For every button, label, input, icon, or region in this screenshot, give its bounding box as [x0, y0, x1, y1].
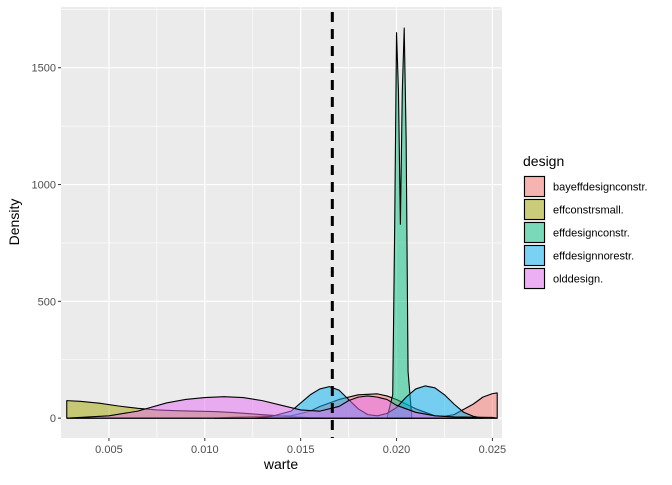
minor-grid: [61, 7, 502, 438]
legend-label: effdesignconstr.: [553, 228, 630, 240]
x-tick-label: 0.015: [287, 444, 315, 456]
legend: design bayeffdesignconstr. effconstrsmall…: [523, 153, 648, 290]
density-area-2: [386, 27, 413, 419]
y-axis-ticks: 0 500 1000 1500: [32, 63, 61, 425]
x-axis-ticks: 0.005 0.010 0.015 0.020 0.025: [95, 438, 506, 456]
legend-swatch: [523, 198, 546, 221]
y-tick-label: 0: [50, 413, 56, 425]
legend-swatch: [523, 244, 546, 267]
legend-label: olddesign.: [553, 274, 603, 286]
x-tick-label: 0.025: [479, 444, 507, 456]
y-tick-label: 1500: [32, 63, 56, 75]
x-tick-label: 0.010: [191, 444, 219, 456]
y-axis-title: Density: [6, 199, 22, 246]
y-tick-label: 500: [38, 296, 56, 308]
legend-swatch: [523, 175, 546, 198]
x-axis-title: warte: [263, 456, 298, 472]
density-area-4: [66, 395, 498, 419]
legend-swatch: [523, 221, 546, 244]
density-areas: [66, 27, 498, 419]
legend-title: design: [523, 153, 564, 169]
legend-swatch: [523, 267, 546, 290]
x-tick-label: 0.005: [95, 444, 123, 456]
plot-panel: [61, 7, 502, 438]
legend-label: effconstrsmall.: [553, 205, 624, 217]
legend-label: effdesignnorestr.: [553, 251, 634, 263]
y-tick-label: 1000: [32, 180, 56, 192]
legend-label: bayeffdesignconstr.: [553, 182, 648, 194]
x-tick-label: 0.020: [383, 444, 411, 456]
